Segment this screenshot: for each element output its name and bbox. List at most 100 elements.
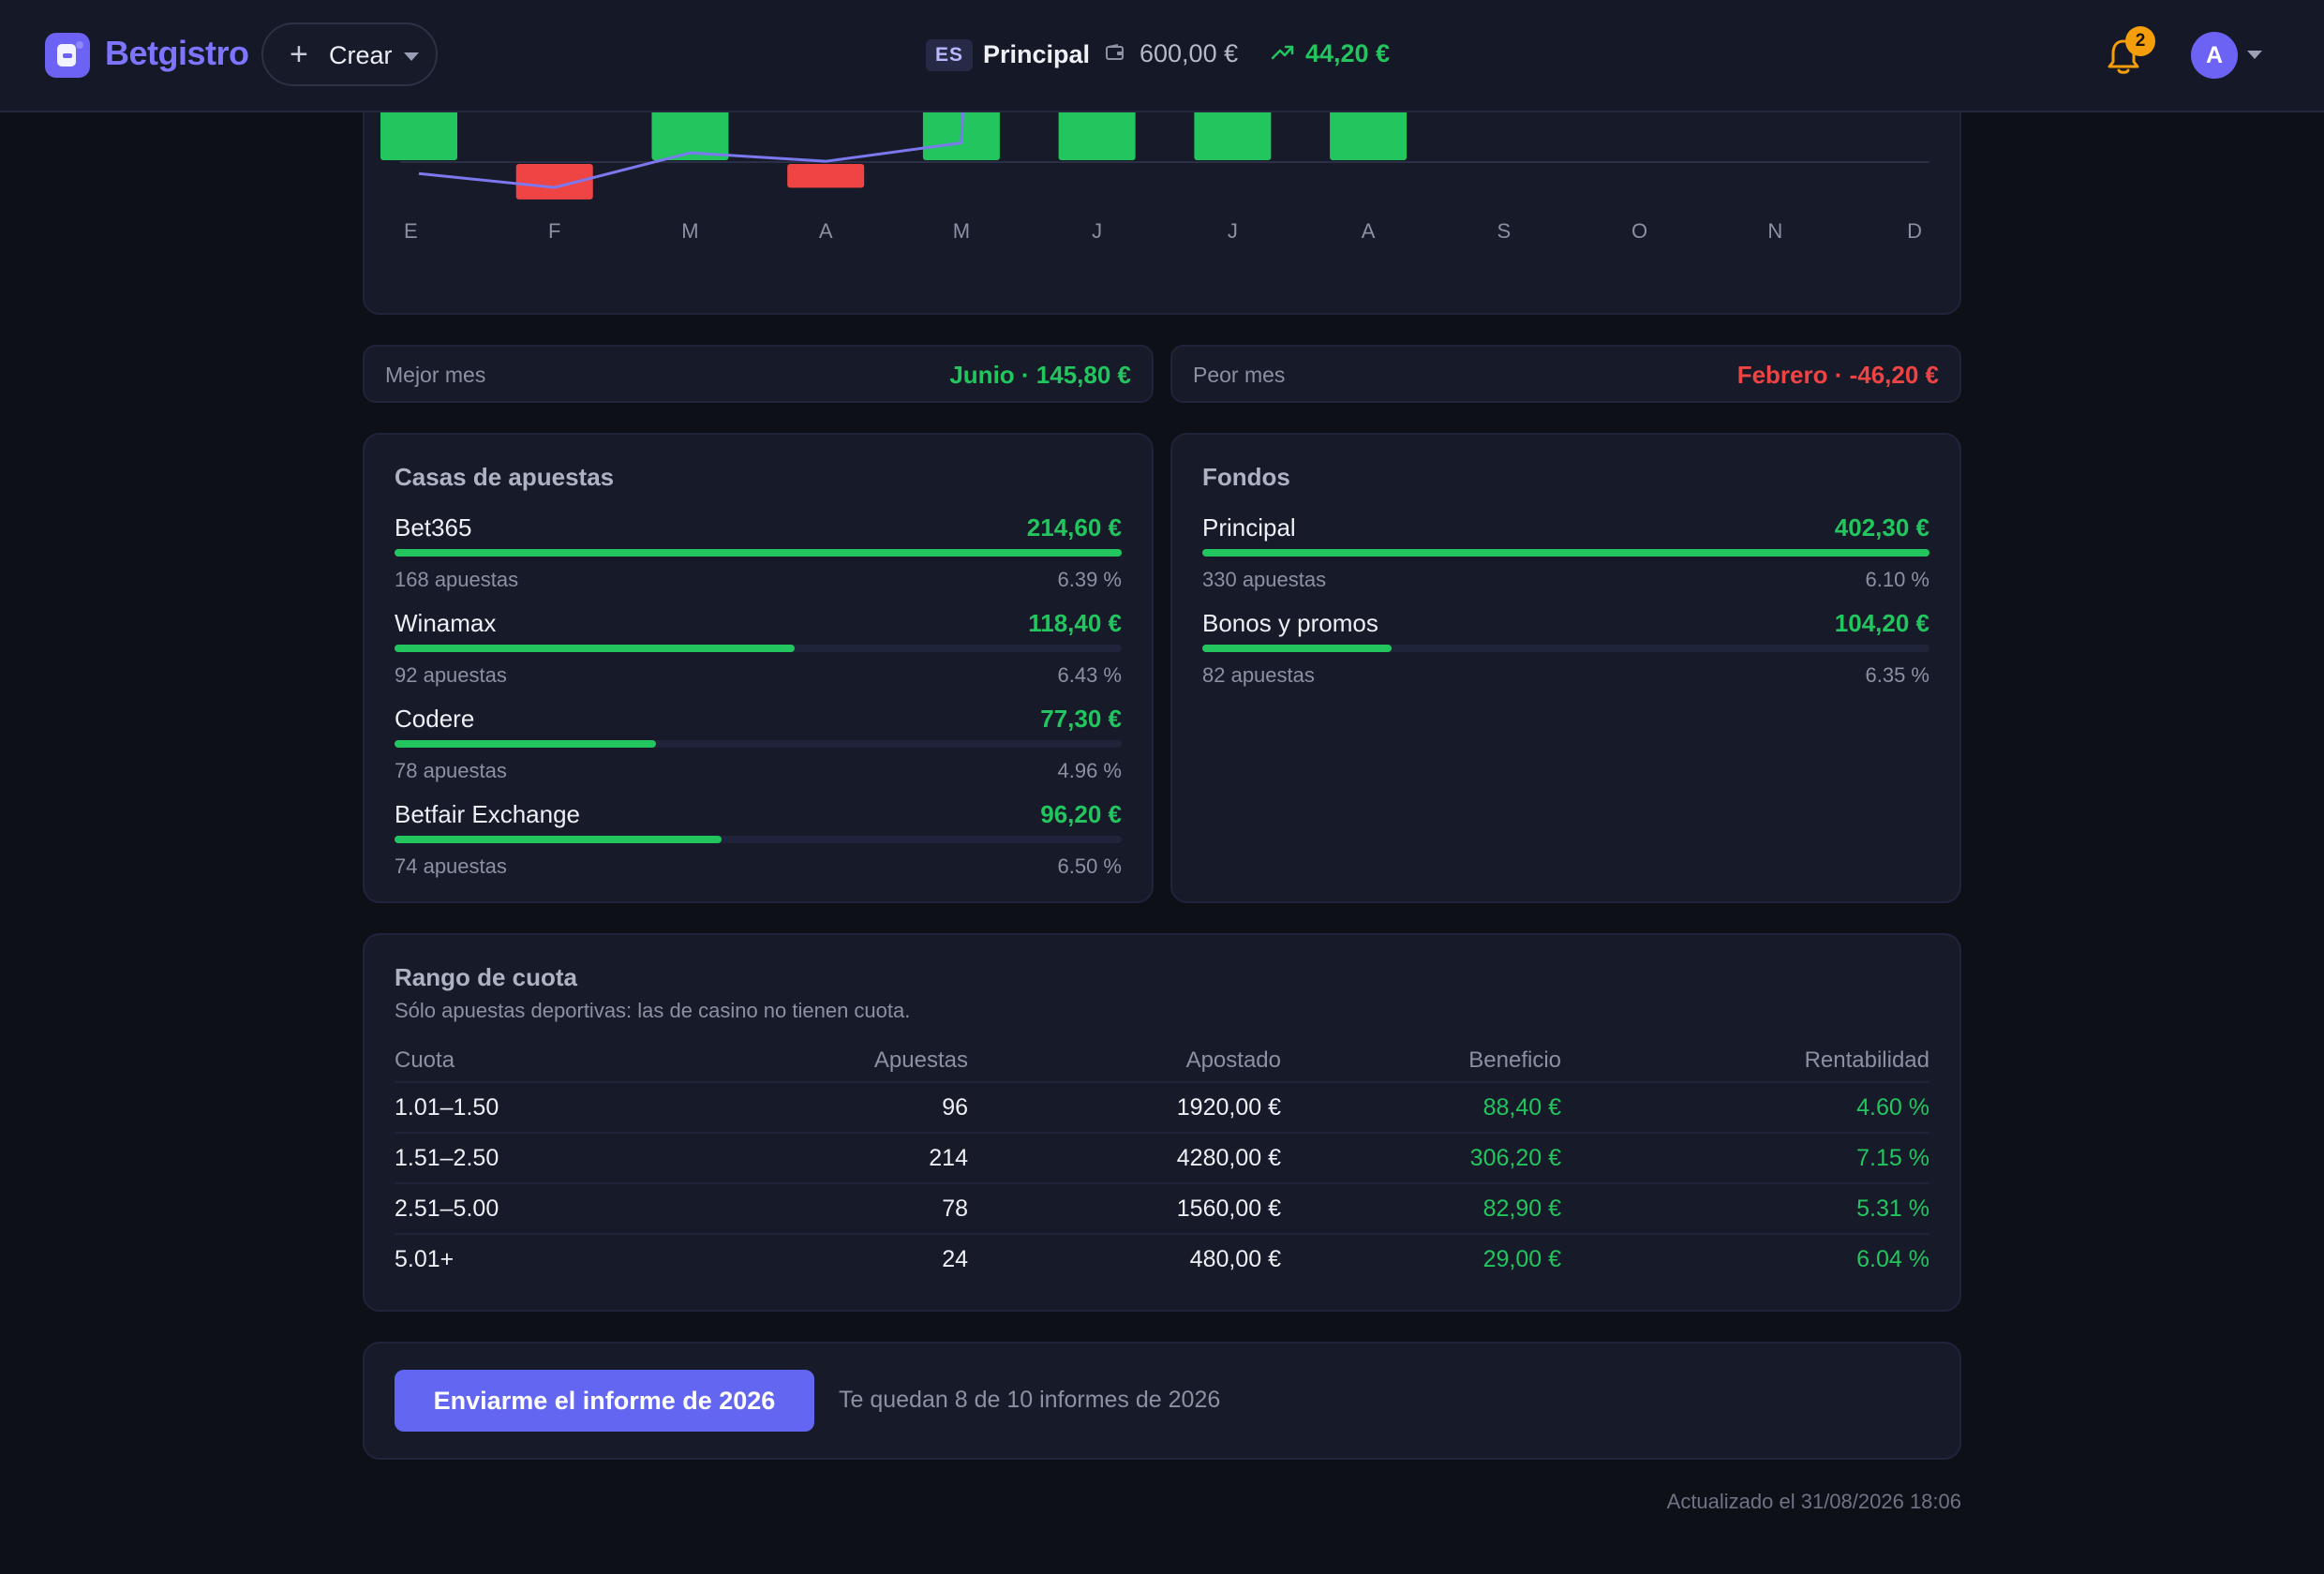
cell-odds: 5.01+: [395, 1246, 454, 1272]
bookmaker-yield: 6.39 %: [1057, 568, 1123, 591]
funds-card: Fondos Principal 402,30 € 330 apuestas 6…: [1170, 433, 1961, 903]
chevron-down-icon: [404, 52, 419, 61]
cell-yield: 4.60 %: [1856, 1094, 1929, 1121]
divider: [395, 1233, 1929, 1235]
x-tick-label: S: [1497, 219, 1511, 243]
worst-month-label: Peor mes: [1193, 363, 1286, 387]
progress-bar: [1202, 645, 1929, 652]
cell-staked: 1560,00 €: [1176, 1195, 1281, 1222]
bookmaker-bets: 92 apuestas: [395, 663, 507, 687]
cell-profit: 88,40 €: [1482, 1094, 1561, 1121]
funds-title: Fondos: [1202, 463, 1290, 491]
wallet-icon: [1106, 44, 1124, 60]
create-label: Crear: [329, 41, 393, 69]
progress-bar: [395, 549, 1122, 557]
progress-bar: [395, 740, 1122, 748]
notification-badge: 2: [2125, 26, 2155, 56]
bookmaker-name: Bet365: [395, 513, 472, 542]
x-tick-label: F: [548, 219, 560, 243]
x-tick-label: J: [1092, 219, 1102, 243]
fund-name: Bonos y promos: [1202, 609, 1378, 637]
best-month-label: Mejor mes: [385, 363, 486, 387]
bookmaker-name: Betfair Exchange: [395, 800, 581, 828]
bookmaker-profit: 96,20 €: [1040, 800, 1122, 828]
balance-value: 600,00 €: [1140, 39, 1239, 67]
plus-icon: +: [290, 37, 308, 72]
x-tick-label: M: [681, 219, 698, 243]
cumulative-line: [418, 58, 967, 189]
cell-bets: 24: [942, 1246, 968, 1272]
divider: [395, 1132, 1929, 1134]
progress-bar-fill: [395, 836, 723, 843]
bookmaker-profit: 77,30 €: [1040, 705, 1122, 733]
bookmakers-title: Casas de apuestas: [395, 463, 615, 491]
fund-yield: 6.35 %: [1865, 663, 1930, 687]
cell-bets: 96: [942, 1094, 968, 1121]
column-header: Beneficio: [1468, 1047, 1561, 1073]
progress-bar: [395, 645, 1122, 652]
odds-range-title: Rango de cuota: [395, 963, 578, 991]
column-header: Apostado: [1185, 1047, 1281, 1073]
x-tick-label: M: [953, 219, 970, 243]
cell-yield: 6.04 %: [1856, 1246, 1929, 1272]
report-quota-note: Te quedan 8 de 10 informes de 2026: [839, 1387, 1221, 1413]
best-month-value: Junio · 145,80 €: [949, 361, 1131, 389]
fund-selector[interactable]: Principal: [983, 40, 1091, 68]
cell-yield: 5.31 %: [1856, 1195, 1929, 1222]
worst-month-value: Febrero · -46,20 €: [1736, 361, 1939, 389]
odds-range-card: Rango de cuota Sólo apuestas deportivas:…: [363, 933, 1961, 1312]
progress-bar: [1202, 549, 1929, 557]
create-button[interactable]: + Crear: [261, 22, 438, 86]
cell-yield: 7.15 %: [1856, 1145, 1929, 1171]
bookmaker-yield: 6.43 %: [1057, 663, 1123, 687]
fund-bets: 330 apuestas: [1202, 568, 1327, 591]
cell-odds: 1.01–1.50: [395, 1094, 499, 1121]
cell-bets: 78: [942, 1195, 968, 1222]
progress-bar-fill: [1202, 549, 1929, 557]
fund-bets: 82 apuestas: [1202, 663, 1315, 687]
cell-odds: 1.51–2.50: [395, 1145, 499, 1171]
divider: [395, 1182, 1929, 1184]
bookmaker-bets: 74 apuestas: [395, 854, 507, 878]
best-month-card: Mejor mes Junio · 145,80 €: [363, 345, 1154, 403]
avatar[interactable]: A: [2191, 32, 2238, 79]
progress-bar-fill: [395, 645, 795, 652]
cell-profit: 29,00 €: [1482, 1246, 1561, 1272]
worst-month-card: Peor mes Febrero · -46,20 €: [1170, 345, 1961, 403]
bookmaker-bets: 168 apuestas: [395, 568, 519, 591]
bookmaker-profit: 214,60 €: [1026, 513, 1122, 542]
bookmaker-profit: 118,40 €: [1028, 609, 1122, 637]
cell-staked: 1920,00 €: [1176, 1094, 1281, 1121]
x-tick-label: J: [1228, 219, 1238, 243]
logo-icon[interactable]: [45, 33, 90, 78]
top-bar: Betgistro + Crear ES Principal 600,00 € …: [0, 0, 2324, 112]
odds-range-subtitle: Sólo apuestas deportivas: las de casino …: [395, 999, 911, 1022]
cell-bets: 214: [929, 1145, 968, 1171]
bookmaker-bets: 78 apuestas: [395, 759, 507, 782]
profit-value: 44,20 €: [1305, 39, 1391, 67]
progress-bar: [395, 836, 1122, 843]
bookmaker-yield: 4.96 %: [1057, 759, 1123, 782]
x-tick-label: A: [1362, 219, 1376, 243]
language-badge[interactable]: ES: [926, 39, 973, 71]
fund-name: Principal: [1202, 513, 1296, 542]
x-tick-label: A: [819, 219, 833, 243]
x-tick-label: O: [1631, 219, 1647, 243]
progress-bar-fill: [395, 740, 657, 748]
cell-staked: 4280,00 €: [1176, 1145, 1281, 1171]
bookmaker-yield: 6.50 %: [1057, 854, 1123, 878]
trending-up-icon: [1271, 45, 1294, 60]
progress-bar-fill: [395, 549, 1122, 557]
fund-profit: 104,20 €: [1834, 609, 1929, 637]
cell-staked: 480,00 €: [1189, 1246, 1281, 1272]
column-header: Cuota: [395, 1047, 455, 1073]
progress-bar-fill: [1202, 645, 1392, 652]
send-report-button[interactable]: Enviarme el informe de 2026: [395, 1370, 814, 1432]
chart-bar-F[interactable]: [515, 164, 593, 200]
brand-name[interactable]: Betgistro: [105, 34, 249, 72]
chevron-down-icon[interactable]: [2247, 51, 2262, 59]
last-updated: Actualizado el 31/08/2026 18:06: [1666, 1490, 1961, 1513]
column-header: Rentabilidad: [1804, 1047, 1929, 1073]
x-tick-label: D: [1907, 219, 1922, 243]
chart-bar-A[interactable]: [787, 164, 865, 188]
